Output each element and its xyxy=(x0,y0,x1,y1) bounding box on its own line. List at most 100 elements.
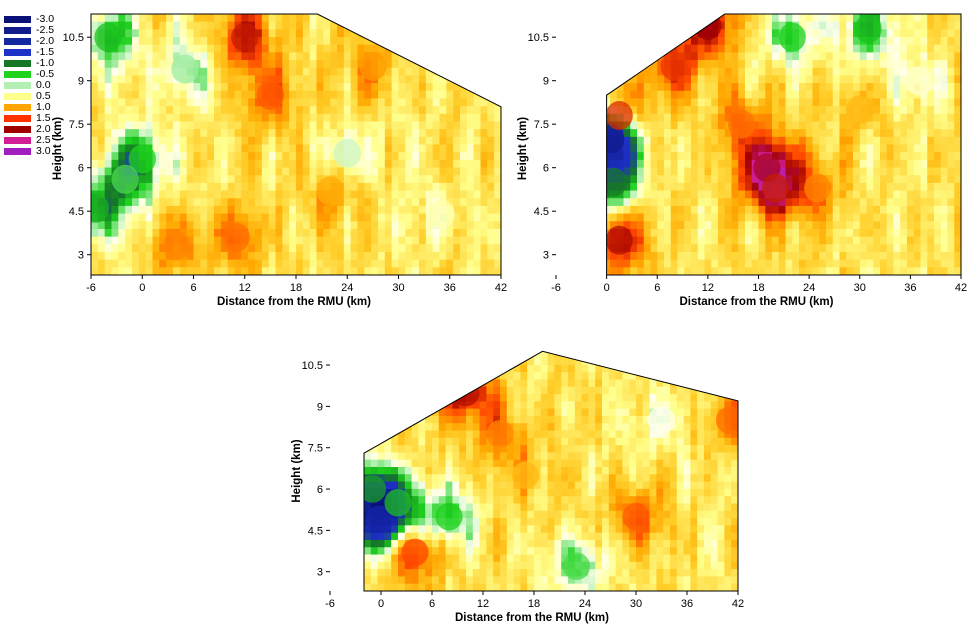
heatmap-cell xyxy=(289,221,296,229)
heatmap-cell xyxy=(651,175,658,183)
heatmap-cell xyxy=(426,14,433,22)
heatmap-cell xyxy=(860,221,867,229)
heatmap-cell xyxy=(180,160,187,168)
heatmap-cell xyxy=(473,358,480,366)
heatmap-cell xyxy=(180,114,187,122)
heatmap-cell xyxy=(425,423,432,431)
heatmap-cell xyxy=(690,409,697,417)
heatmap-cell xyxy=(556,37,563,45)
heatmap-cell xyxy=(698,137,705,145)
heatmap-cell xyxy=(460,91,467,99)
heatmap-cell xyxy=(853,45,860,53)
heatmap-cell xyxy=(228,160,235,168)
heatmap-cell xyxy=(248,191,255,199)
heatmap-cell xyxy=(826,229,833,237)
heatmap-cell xyxy=(255,252,262,260)
heatmap-cell xyxy=(317,214,324,222)
heatmap-cell xyxy=(173,37,180,45)
heatmap-cell xyxy=(819,75,826,83)
heatmap-cell xyxy=(563,237,570,245)
heatmap-cell xyxy=(405,394,412,402)
heatmap-cell xyxy=(705,98,712,106)
heatmap-cell xyxy=(671,83,678,91)
heatmap-cell xyxy=(98,75,105,83)
heatmap-cell xyxy=(588,401,595,409)
heatmap-cell xyxy=(718,394,725,402)
heatmap-cell xyxy=(636,401,643,409)
heatmap-cell xyxy=(657,267,664,275)
heatmap-cell xyxy=(180,183,187,191)
heatmap-cell xyxy=(934,83,941,91)
heatmap-cell xyxy=(371,350,378,358)
heatmap-cell xyxy=(595,394,602,402)
heatmap-cell xyxy=(921,45,928,53)
heatmap-cell xyxy=(880,168,887,176)
heatmap-cell xyxy=(617,206,624,214)
heatmap-cell xyxy=(371,145,378,153)
heatmap-cell xyxy=(548,372,555,380)
heatmap-cell xyxy=(166,75,173,83)
heatmap-cell xyxy=(139,260,146,268)
heatmap-cell xyxy=(440,37,447,45)
heatmap-cell xyxy=(637,14,644,22)
heatmap-cell xyxy=(276,45,283,53)
heatmap-cell xyxy=(684,206,691,214)
heatmap-cell xyxy=(378,221,385,229)
heatmap-cell xyxy=(570,160,577,168)
heatmap-cell xyxy=(617,68,624,76)
heatmap-cell xyxy=(187,214,194,222)
heatmap-cell xyxy=(344,206,351,214)
heatmap-cell xyxy=(303,160,310,168)
heatmap-cell xyxy=(358,121,365,129)
heatmap-cell xyxy=(344,183,351,191)
heatmap-cell xyxy=(303,106,310,114)
heatmap-cell xyxy=(563,152,570,160)
heatmap-cell xyxy=(590,137,597,145)
x-tick-label: -6 xyxy=(86,282,96,294)
heatmap-cell xyxy=(705,237,712,245)
heatmap-cell xyxy=(799,152,806,160)
heatmap-cell xyxy=(453,229,460,237)
heatmap-cell xyxy=(873,175,880,183)
heatmap-cell xyxy=(180,145,187,153)
heatmap-cell xyxy=(446,68,453,76)
heatmap-cell xyxy=(684,98,691,106)
heatmap-cell xyxy=(644,37,651,45)
heatmap-cell xyxy=(548,409,555,417)
heatmap-cell xyxy=(833,129,840,137)
heatmap-cell xyxy=(194,14,201,22)
heatmap-cell xyxy=(425,358,432,366)
heatmap-cell xyxy=(792,244,799,252)
heatmap-cell xyxy=(698,68,705,76)
heatmap-cell xyxy=(792,267,799,275)
heatmap-cell xyxy=(691,198,698,206)
heatmap-cell xyxy=(296,229,303,237)
heatmap-cell xyxy=(453,106,460,114)
heatmap-cell xyxy=(344,252,351,260)
heatmap-cell xyxy=(745,252,752,260)
heatmap-cell xyxy=(603,68,610,76)
heatmap-cell xyxy=(664,175,671,183)
heatmap-cell xyxy=(228,175,235,183)
heatmap-cell xyxy=(214,214,221,222)
heatmap-cell xyxy=(914,121,921,129)
heatmap-cell xyxy=(826,198,833,206)
heatmap-cell xyxy=(296,244,303,252)
heatmap-cell xyxy=(460,22,467,30)
heatmap-cell xyxy=(629,431,636,439)
heatmap-cell xyxy=(460,168,467,176)
heatmap-cell xyxy=(241,198,248,206)
heatmap-cell xyxy=(554,431,561,439)
heatmap-cell xyxy=(310,68,317,76)
heatmap-cell xyxy=(351,129,358,137)
heatmap-cell xyxy=(622,431,629,439)
heatmap-cell xyxy=(570,145,577,153)
data-field xyxy=(330,343,743,592)
heatmap-cell xyxy=(200,152,207,160)
heatmap-cell xyxy=(364,267,371,275)
heatmap-cell xyxy=(187,137,194,145)
heatmap-cell xyxy=(705,75,712,83)
heatmap-cell xyxy=(446,145,453,153)
heatmap-cell xyxy=(867,175,874,183)
heatmap-cell xyxy=(597,121,604,129)
